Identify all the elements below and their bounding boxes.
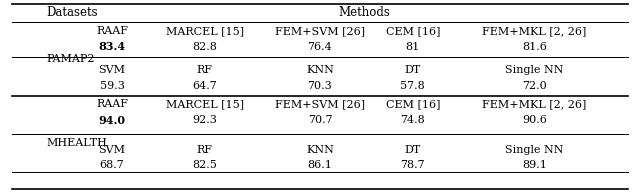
Text: RAAF: RAAF [96,26,128,36]
Text: CEM [16]: CEM [16] [385,26,440,36]
Text: 68.7: 68.7 [100,160,124,170]
Text: MARCEL [15]: MARCEL [15] [166,99,244,109]
Text: 82.5: 82.5 [193,160,217,170]
Text: 82.8: 82.8 [193,42,217,52]
Text: RF: RF [197,145,212,155]
Text: FEM+SVM [26]: FEM+SVM [26] [275,26,365,36]
Text: SVM: SVM [99,145,125,155]
Text: 78.7: 78.7 [401,160,425,170]
Text: 64.7: 64.7 [193,81,217,91]
Text: 89.1: 89.1 [522,160,547,170]
Text: 83.4: 83.4 [99,41,125,52]
Text: Single NN: Single NN [505,145,564,155]
Text: PAMAP2: PAMAP2 [46,54,95,64]
Text: MARCEL [15]: MARCEL [15] [166,26,244,36]
Text: 92.3: 92.3 [193,115,217,125]
Text: 72.0: 72.0 [522,81,547,91]
Text: DT: DT [404,65,421,75]
Text: Datasets: Datasets [46,7,98,19]
Text: KNN: KNN [306,145,334,155]
Text: 81.6: 81.6 [522,42,547,52]
Text: 74.8: 74.8 [401,115,425,125]
Text: SVM: SVM [99,65,125,75]
Text: 59.3: 59.3 [100,81,124,91]
Text: FEM+MKL [2, 26]: FEM+MKL [2, 26] [482,99,587,109]
Text: FEM+MKL [2, 26]: FEM+MKL [2, 26] [482,26,587,36]
Text: KNN: KNN [306,65,334,75]
Text: 76.4: 76.4 [308,42,332,52]
Text: RF: RF [197,65,212,75]
Text: CEM [16]: CEM [16] [385,99,440,109]
Text: FEM+SVM [26]: FEM+SVM [26] [275,99,365,109]
Text: Single NN: Single NN [505,65,564,75]
Text: 90.6: 90.6 [522,115,547,125]
Text: 70.7: 70.7 [308,115,332,125]
Text: 57.8: 57.8 [401,81,425,91]
Text: DT: DT [404,145,421,155]
Text: MHEALTH: MHEALTH [46,137,107,147]
Text: 86.1: 86.1 [308,160,332,170]
Text: RAAF: RAAF [96,99,128,109]
Text: 94.0: 94.0 [99,114,125,125]
Text: Methods: Methods [339,7,391,19]
Text: 81: 81 [406,42,420,52]
Text: 70.3: 70.3 [308,81,332,91]
